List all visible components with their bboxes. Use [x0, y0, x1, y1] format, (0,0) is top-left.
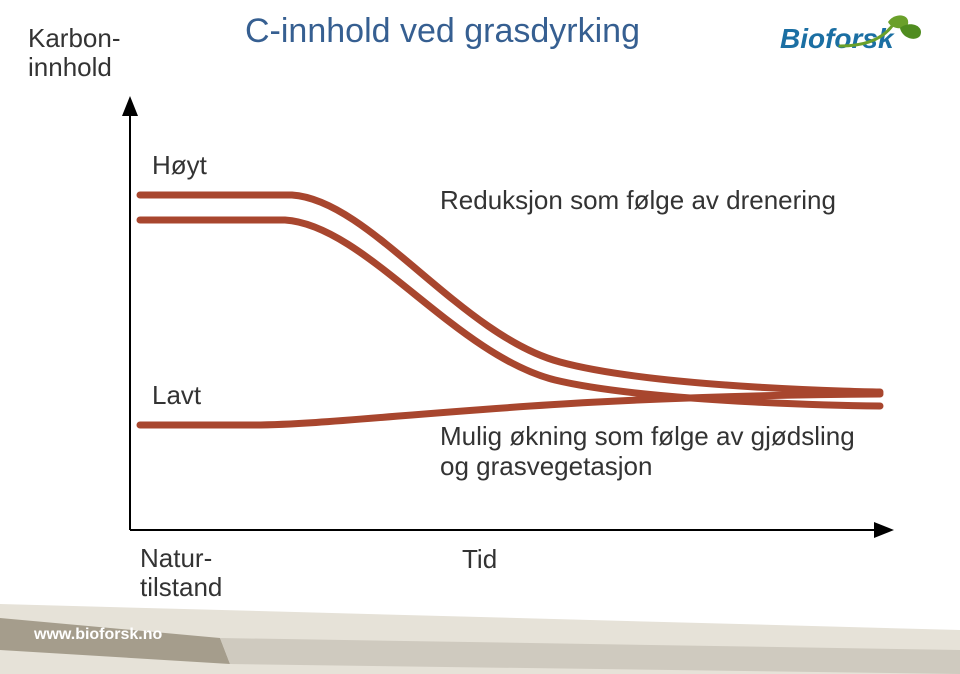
- lower-curve: [140, 394, 880, 425]
- bioforsk-logo: Bioforsk: [780, 12, 930, 60]
- upper-curve-2: [140, 220, 880, 406]
- leaf-icon-2: [900, 24, 921, 39]
- footer-url: www.bioforsk.no: [34, 626, 162, 644]
- chart-svg: [0, 0, 960, 674]
